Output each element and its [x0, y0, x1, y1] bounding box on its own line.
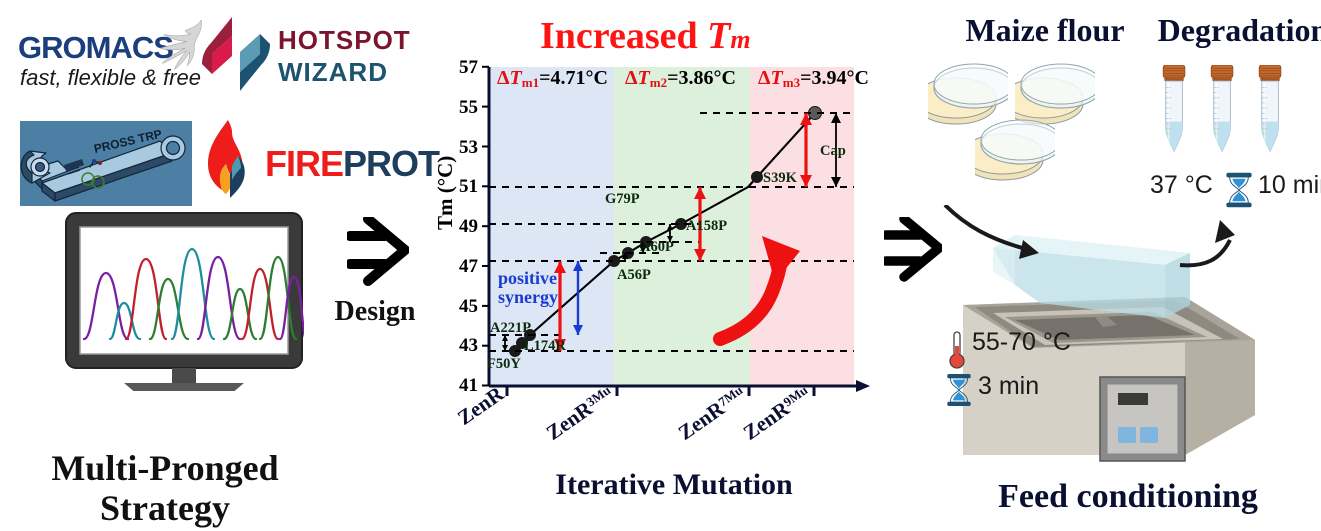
svg-text:ZenR3Mu: ZenR3Mu	[542, 381, 618, 444]
svg-text:L174R: L174R	[524, 338, 566, 354]
svg-text:Cap: Cap	[820, 143, 846, 159]
svg-text:57: 57	[459, 57, 479, 78]
svg-text:ΔTm2=3.86°C: ΔTm2=3.86°C	[625, 67, 736, 90]
svg-text:A60P: A60P	[640, 239, 674, 255]
svg-text:synergy: synergy	[498, 287, 558, 307]
svg-text:A221P: A221P	[490, 320, 531, 336]
svg-text:G79P: G79P	[605, 191, 640, 207]
svg-text:F50Y: F50Y	[487, 356, 521, 372]
svg-text:A56P: A56P	[617, 267, 651, 283]
svg-text:ΔTm1=4.71°C: ΔTm1=4.71°C	[497, 67, 608, 90]
svg-text:43: 43	[459, 335, 478, 356]
svg-text:ZenR7Mu: ZenR7Mu	[674, 381, 750, 444]
svg-text:51: 51	[459, 176, 478, 197]
svg-text:47: 47	[459, 256, 479, 277]
svg-text:Tm (°C): Tm (°C)	[433, 156, 457, 230]
svg-text:ΔTm3=3.94°C: ΔTm3=3.94°C	[758, 67, 869, 90]
svg-text:49: 49	[459, 216, 478, 237]
svg-text:positive: positive	[498, 268, 557, 288]
svg-text:A158P: A158P	[686, 218, 727, 234]
svg-text:45: 45	[459, 296, 478, 317]
svg-text:53: 53	[459, 137, 478, 158]
svg-text:S39K: S39K	[763, 170, 798, 186]
svg-text:55: 55	[459, 97, 478, 118]
svg-text:41: 41	[459, 375, 478, 396]
